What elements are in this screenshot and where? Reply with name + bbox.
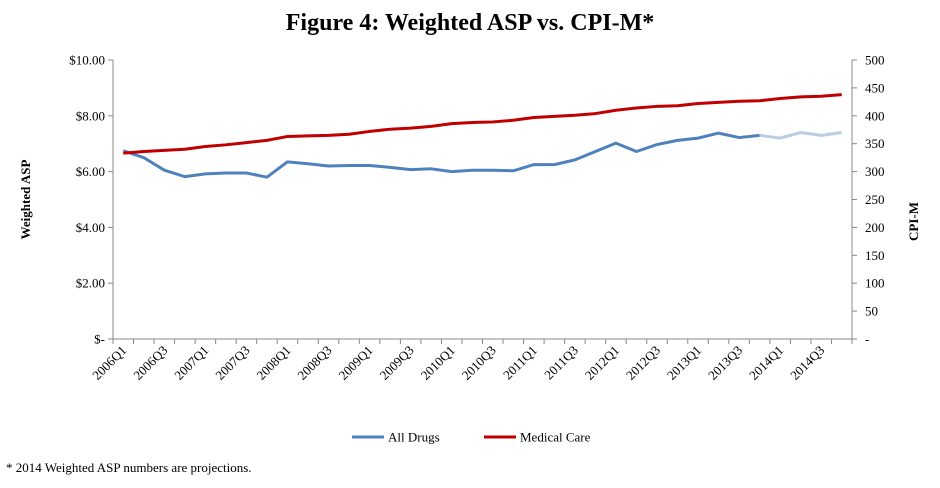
y-tick-label-right: 450 xyxy=(865,80,885,95)
x-tick-label: 2013Q3 xyxy=(705,343,745,383)
y-tick-label-right: 50 xyxy=(865,304,878,319)
x-tick-label: 2008Q3 xyxy=(294,343,334,383)
y-tick-label-right: 100 xyxy=(865,276,885,291)
x-tick-label: 2011Q1 xyxy=(500,343,540,383)
y-tick-label-left: $8.00 xyxy=(76,108,105,123)
legend-label: Medical Care xyxy=(520,430,591,445)
series-line-all-drugs xyxy=(122,131,760,179)
y-axis-title-right: CPI-M xyxy=(906,202,921,241)
x-tick-label: 2014Q3 xyxy=(787,343,827,383)
x-tick-label: 2009Q3 xyxy=(377,343,417,383)
x-tick-label: 2010Q3 xyxy=(459,343,499,383)
y-tick-label-right: 400 xyxy=(865,108,885,123)
x-tick-label: 2009Q1 xyxy=(335,343,375,383)
legend-label: All Drugs xyxy=(388,430,440,445)
x-tick-label: 2007Q1 xyxy=(171,343,211,383)
y-tick-label-right: 350 xyxy=(865,136,885,151)
y-tick-label-right: 500 xyxy=(865,53,885,68)
x-tick-label: 2008Q1 xyxy=(253,343,293,383)
footnote: * 2014 Weighted ASP numbers are projecti… xyxy=(6,460,252,475)
series-line-medical-care xyxy=(123,93,842,155)
series-projection-all-drugs xyxy=(759,131,842,140)
x-tick-label: 2012Q3 xyxy=(623,343,663,383)
x-tick-label: 2006Q3 xyxy=(130,343,170,383)
y-axis-title-left: Weighted ASP xyxy=(18,160,33,240)
y-tick-label-left: $10.00 xyxy=(69,53,105,68)
x-tick-label: 2007Q3 xyxy=(212,343,252,383)
x-tick-label: 2013Q1 xyxy=(664,343,704,383)
chart-title: Figure 4: Weighted ASP vs. CPI-M* xyxy=(286,10,654,36)
y-tick-label-right: 250 xyxy=(865,192,885,207)
x-tick-label: 2012Q1 xyxy=(582,343,622,383)
y-tick-label-right: - xyxy=(865,332,869,347)
y-tick-label-left: $- xyxy=(94,332,105,347)
y-tick-label-left: $6.00 xyxy=(76,164,105,179)
y-tick-label-right: 200 xyxy=(865,220,885,235)
y-tick-label-left: $2.00 xyxy=(76,276,105,291)
y-tick-label-right: 150 xyxy=(865,248,885,263)
x-tick-label: 2014Q1 xyxy=(746,343,786,383)
y-tick-label-left: $4.00 xyxy=(76,220,105,235)
y-tick-label-right: 300 xyxy=(865,164,885,179)
x-tick-label: 2006Q1 xyxy=(89,343,129,383)
x-tick-label: 2010Q1 xyxy=(418,343,458,383)
x-tick-label: 2011Q3 xyxy=(541,343,581,383)
